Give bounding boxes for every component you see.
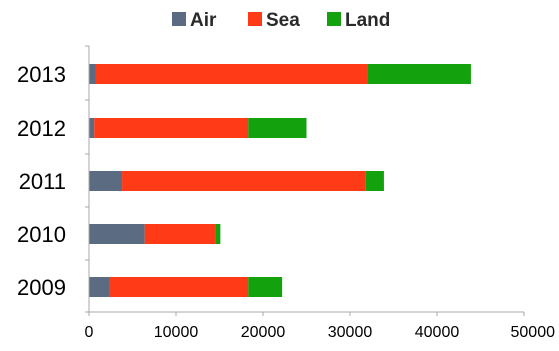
- category-label-2010: 2010: [17, 222, 66, 247]
- legend-label-sea: Sea: [266, 10, 300, 31]
- bar-air-2011: [89, 171, 123, 191]
- bars-group: [89, 64, 471, 297]
- category-label-2013: 2013: [17, 62, 66, 87]
- bar-land-2011: [365, 171, 384, 191]
- x-tick-label: 50000: [511, 324, 556, 341]
- bar-air-2012: [89, 118, 95, 138]
- bar-air-2009: [89, 277, 110, 297]
- legend-label-land: Land: [345, 10, 390, 31]
- bar-sea-2012: [94, 118, 249, 138]
- x-tick-label: 20000: [241, 324, 286, 341]
- bar-land-2009: [248, 277, 283, 297]
- bar-land-2013: [367, 64, 471, 84]
- axes-group: 2013 2012 2011 2010 2009 0 10000 20000 30000 4000…: [17, 45, 556, 341]
- legend-swatch-air: [172, 12, 186, 26]
- legend-swatch-land: [327, 12, 341, 26]
- bar-land-2012: [248, 118, 307, 138]
- bar-sea-2010: [144, 224, 216, 244]
- x-tick-label: 10000: [154, 324, 199, 341]
- bar-air-2010: [89, 224, 145, 244]
- x-tick-label: 0: [85, 324, 94, 341]
- legend-swatch-sea: [248, 12, 262, 26]
- x-tick-label: 30000: [328, 324, 373, 341]
- bar-sea-2013: [95, 64, 368, 84]
- category-label-2009: 2009: [17, 275, 66, 300]
- category-label-2011: 2011: [19, 169, 66, 194]
- x-tick-label: 40000: [415, 324, 460, 341]
- legend-label-air: Air: [190, 10, 217, 31]
- bar-sea-2011: [122, 171, 366, 191]
- legend: Air Sea Land: [172, 10, 390, 31]
- bar-sea-2009: [109, 277, 249, 297]
- bar-land-2010: [215, 224, 221, 244]
- category-label-2012: 2012: [17, 116, 66, 141]
- bar-air-2013: [89, 64, 96, 84]
